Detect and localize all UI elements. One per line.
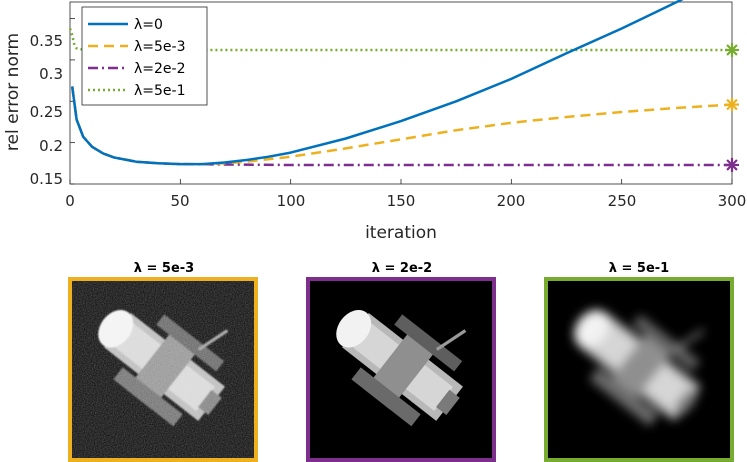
panel-title: λ = 2e-2 — [372, 261, 432, 276]
x-tick-label: 100 — [277, 192, 306, 210]
x-tick-label: 0 — [65, 192, 75, 210]
x-tick-labels: 0 50 100 150 200 250 300 — [65, 192, 746, 210]
y-tick-labels: 0.15 0.2 0.25 0.3 0.35 — [30, 32, 63, 188]
marker-layer — [725, 42, 739, 172]
panel-lambda-5e-3: λ = 5e-3 — [68, 261, 258, 462]
panel-border — [68, 277, 258, 462]
y-tick-label: 0.2 — [39, 137, 63, 155]
x-axis-label: iteration — [365, 223, 437, 243]
axis-ticks — [69, 18, 733, 185]
x-tick-label: 250 — [608, 192, 637, 210]
panel-lambda-5e-1: λ = 5e-1 — [544, 261, 734, 462]
end-marker-stroke — [726, 44, 738, 56]
legend-label: λ=0 — [134, 17, 163, 33]
panel-border — [306, 277, 496, 462]
x-tick-label: 50 — [170, 192, 189, 210]
end-marker-λ=5e-3 — [725, 97, 739, 112]
panel-border — [544, 277, 734, 462]
y-tick-label: 0.25 — [30, 103, 63, 121]
end-marker-stroke — [726, 159, 738, 171]
series-line-λ=0 — [70, 0, 684, 166]
panel-title: λ = 5e-3 — [134, 261, 194, 276]
panel-title: λ = 5e-1 — [609, 261, 669, 276]
x-tick-label: 300 — [718, 192, 747, 210]
noise-overlay — [70, 279, 256, 460]
legend-label: λ=5e-1 — [134, 83, 186, 99]
y-tick-label: 0.3 — [39, 65, 63, 83]
legend-label: λ=5e-3 — [134, 39, 186, 55]
end-marker-λ=2e-2 — [725, 157, 739, 172]
y-tick-label: 0.35 — [30, 32, 63, 50]
y-axis-label: rel error norm — [3, 33, 23, 151]
panel-lambda-2e-2: λ = 2e-2 — [306, 261, 496, 462]
legend: λ=0 λ=5e-3 λ=2e-2 λ=5e-1 — [81, 6, 208, 106]
end-marker-stroke — [726, 98, 738, 111]
y-tick-label: 0.15 — [30, 170, 63, 188]
legend-label: λ=2e-2 — [134, 61, 186, 77]
end-marker-λ=5e-1 — [725, 42, 739, 57]
x-tick-label: 200 — [497, 192, 526, 210]
x-tick-label: 150 — [387, 192, 416, 210]
